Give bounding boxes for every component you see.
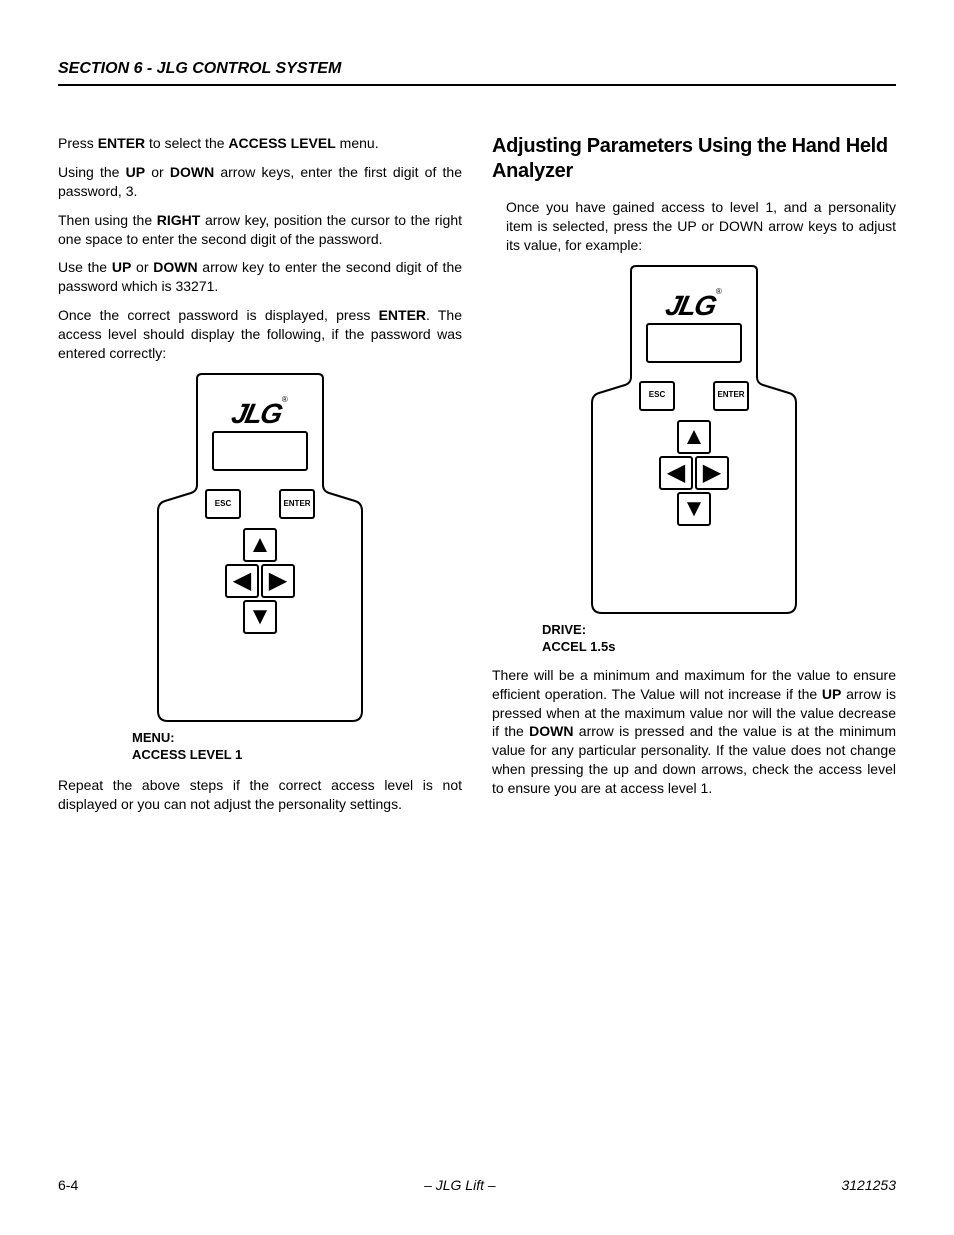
bold-access-level: ACCESS LEVEL (228, 135, 335, 151)
arrow-mid-row: ◀ ▶ (658, 455, 730, 491)
arrow-down-icon: ▼ (248, 605, 272, 629)
esc-enter-row: ESC ENTER (591, 381, 797, 411)
bold-up: UP (822, 686, 841, 702)
arrow-right-button: ▶ (261, 564, 295, 598)
text: Then using the (58, 212, 157, 228)
arrow-up-icon: ▲ (682, 425, 706, 449)
analyzer-device: JLG® ESC ENTER ▲ ◀ ▶ ▼ (591, 265, 797, 615)
para-6: Repeat the above steps if the correct ac… (58, 776, 462, 814)
text: Press (58, 135, 98, 151)
logo-text: JLG (228, 395, 285, 433)
jlg-logo: JLG® (157, 395, 363, 433)
bold-down: DOWN (153, 259, 197, 275)
analyzer-figure-right: JLG® ESC ENTER ▲ ◀ ▶ ▼ (492, 265, 896, 615)
arrow-up-button: ▲ (243, 528, 277, 562)
para-2-right: There will be a minimum and maximum for … (492, 666, 896, 798)
arrow-pad: ▲ ◀ ▶ ▼ (157, 527, 363, 635)
bold-enter: ENTER (98, 135, 145, 151)
footer-doc-number: 3121253 (841, 1177, 896, 1193)
enter-button: ENTER (279, 489, 315, 519)
right-column: Adjusting Parameters Using the Hand Held… (492, 134, 896, 824)
arrow-right-icon: ▶ (269, 569, 287, 593)
arrow-left-icon: ◀ (667, 461, 685, 485)
enter-button: ENTER (713, 381, 749, 411)
figure-caption-left: MENU: ACCESS LEVEL 1 (132, 729, 462, 764)
analyzer-screen (212, 431, 308, 471)
caption-line2: ACCESS LEVEL 1 (132, 746, 462, 764)
arrow-left-icon: ◀ (233, 569, 251, 593)
two-column-layout: Press ENTER to select the ACCESS LEVEL m… (58, 134, 896, 824)
arrow-pad: ▲ ◀ ▶ ▼ (591, 419, 797, 527)
arrow-down-button: ▼ (677, 492, 711, 526)
left-column: Press ENTER to select the ACCESS LEVEL m… (58, 134, 462, 824)
caption-line2: ACCEL 1.5s (542, 638, 896, 656)
para-2: Using the UP or DOWN arrow keys, enter t… (58, 163, 462, 201)
jlg-logo: JLG® (591, 287, 797, 325)
analyzer-device: JLG® ESC ENTER ▲ ◀ ▶ ▼ (157, 373, 363, 723)
text: to select the (145, 135, 228, 151)
para-3: Then using the RIGHT arrow key, position… (58, 211, 462, 249)
text: Using the (58, 164, 126, 180)
bold-up: UP (112, 259, 131, 275)
para-intro: Once you have gained access to level 1, … (506, 198, 896, 255)
esc-button: ESC (639, 381, 675, 411)
bold-enter: ENTER (379, 307, 426, 323)
esc-enter-row: ESC ENTER (157, 489, 363, 519)
arrow-up-button: ▲ (677, 420, 711, 454)
bold-right: RIGHT (157, 212, 201, 228)
para-5: Once the correct password is displayed, … (58, 306, 462, 363)
para-4: Use the UP or DOWN arrow key to enter th… (58, 258, 462, 296)
text: menu. (336, 135, 379, 151)
arrow-down-icon: ▼ (682, 497, 706, 521)
arrow-left-button: ◀ (225, 564, 259, 598)
arrow-right-button: ▶ (695, 456, 729, 490)
text: or (131, 259, 153, 275)
logo-text: JLG (662, 287, 719, 325)
section-header: SECTION 6 - JLG CONTROL SYSTEM (58, 60, 896, 86)
arrow-right-icon: ▶ (703, 461, 721, 485)
text: Use the (58, 259, 112, 275)
esc-button: ESC (205, 489, 241, 519)
text: Once the correct password is displayed, … (58, 307, 379, 323)
section-heading: Adjusting Parameters Using the Hand Held… (492, 134, 896, 184)
para-1: Press ENTER to select the ACCESS LEVEL m… (58, 134, 462, 153)
figure-caption-right: DRIVE: ACCEL 1.5s (542, 621, 896, 656)
analyzer-figure-left: JLG® ESC ENTER ▲ ◀ ▶ ▼ (58, 373, 462, 723)
footer-title: – JLG Lift – (424, 1177, 496, 1193)
page-footer: 6-4 – JLG Lift – 3121253 (58, 1177, 896, 1193)
arrow-up-icon: ▲ (248, 533, 272, 557)
arrow-mid-row: ◀ ▶ (224, 563, 296, 599)
caption-line1: DRIVE: (542, 621, 896, 639)
footer-page-number: 6-4 (58, 1177, 78, 1193)
text: or (145, 164, 170, 180)
bold-down: DOWN (170, 164, 214, 180)
bold-up: UP (126, 164, 145, 180)
arrow-down-button: ▼ (243, 600, 277, 634)
arrow-left-button: ◀ (659, 456, 693, 490)
bold-down: DOWN (529, 723, 573, 739)
analyzer-screen (646, 323, 742, 363)
caption-line1: MENU: (132, 729, 462, 747)
